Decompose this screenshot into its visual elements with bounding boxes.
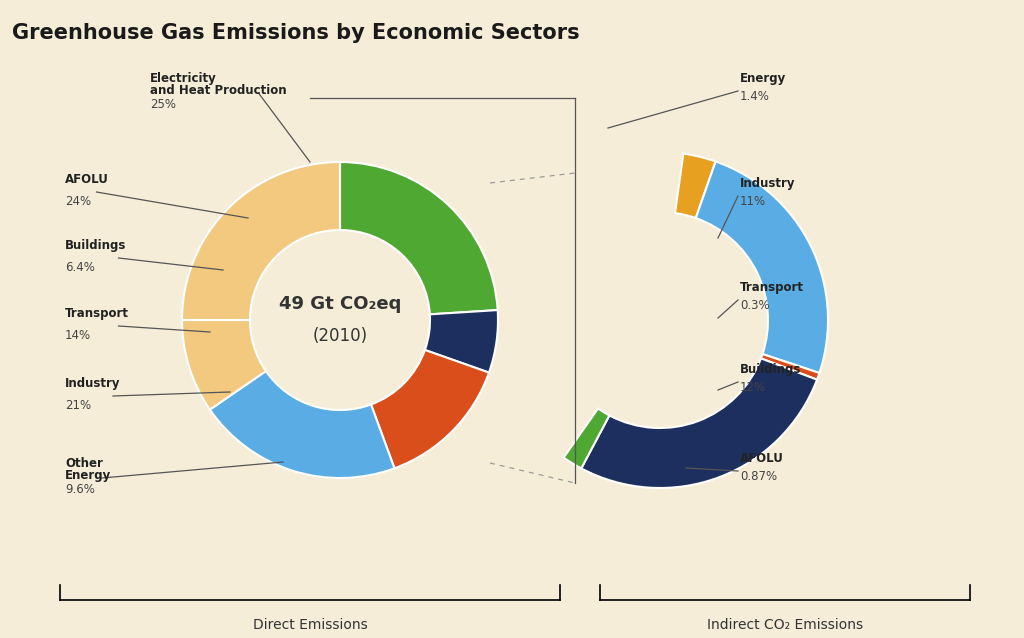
Text: Energy: Energy [65, 469, 112, 482]
Text: 0.3%: 0.3% [740, 299, 770, 312]
Text: Direct Emissions: Direct Emissions [253, 618, 368, 632]
Wedge shape [695, 161, 828, 373]
Text: 1.4%: 1.4% [740, 90, 770, 103]
Text: and Heat Production: and Heat Production [150, 84, 287, 97]
Text: (2010): (2010) [312, 327, 368, 345]
Text: 25%: 25% [150, 98, 176, 111]
Text: 6.4%: 6.4% [65, 261, 95, 274]
Text: AFOLU: AFOLU [740, 452, 784, 465]
Wedge shape [675, 154, 716, 218]
Wedge shape [563, 408, 609, 468]
Wedge shape [210, 371, 394, 478]
Text: Buildings: Buildings [740, 363, 802, 376]
Text: 24%: 24% [65, 195, 91, 208]
Text: Indirect CO₂ Emissions: Indirect CO₂ Emissions [707, 618, 863, 632]
Text: AFOLU: AFOLU [65, 173, 109, 186]
Wedge shape [425, 310, 498, 373]
Wedge shape [582, 359, 817, 488]
Wedge shape [182, 320, 266, 410]
Text: 9.6%: 9.6% [65, 483, 95, 496]
Text: 14%: 14% [65, 329, 91, 342]
Wedge shape [340, 162, 498, 315]
Text: 0.87%: 0.87% [740, 470, 777, 483]
Text: 21%: 21% [65, 399, 91, 412]
Text: Industry: Industry [65, 377, 121, 390]
Text: 11%: 11% [740, 195, 766, 208]
Text: Buildings: Buildings [65, 239, 126, 252]
Text: 12%: 12% [740, 381, 766, 394]
Text: Energy: Energy [740, 72, 786, 85]
Text: Transport: Transport [740, 281, 804, 294]
Text: Industry: Industry [740, 177, 796, 190]
Wedge shape [182, 162, 340, 320]
Text: Other: Other [65, 457, 102, 470]
Wedge shape [371, 350, 489, 468]
Text: Greenhouse Gas Emissions by Economic Sectors: Greenhouse Gas Emissions by Economic Sec… [12, 23, 580, 43]
Text: Electricity: Electricity [150, 72, 217, 85]
Wedge shape [761, 354, 819, 380]
Text: 49 Gt CO₂eq: 49 Gt CO₂eq [279, 295, 401, 313]
Text: Transport: Transport [65, 307, 129, 320]
